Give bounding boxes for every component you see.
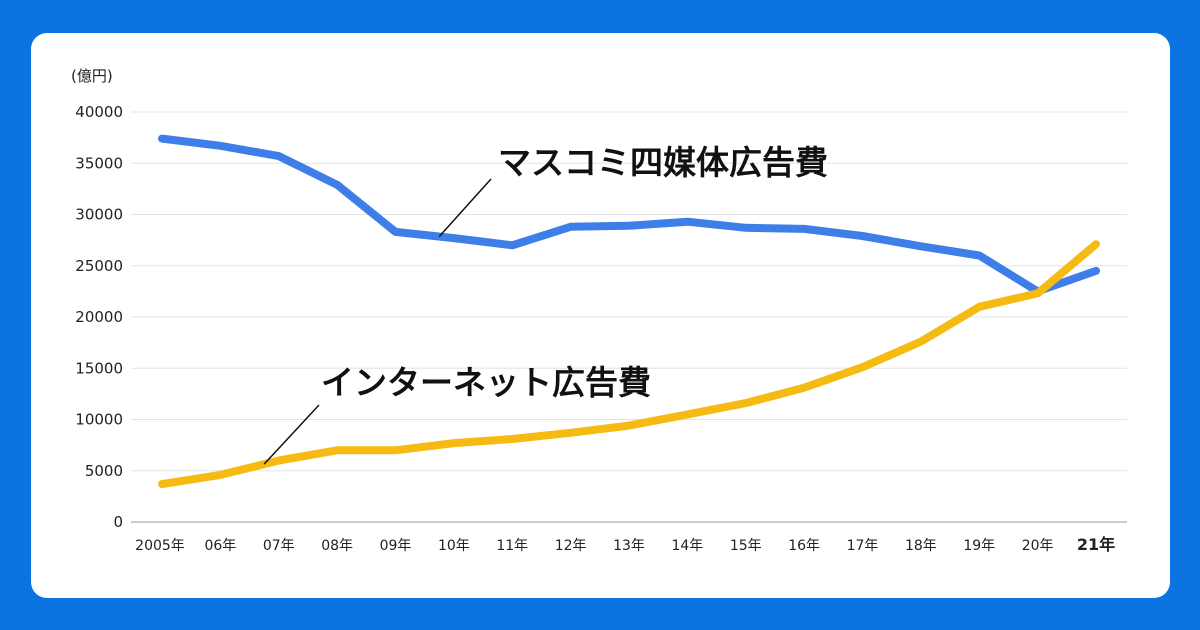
- series-lines: [158, 134, 1100, 489]
- callout-leader-line: [438, 178, 492, 238]
- y-tick-label: 25000: [75, 257, 123, 275]
- series-line-0: [158, 134, 1100, 296]
- chart-card: 0 5000 10000 15000 20000 25000 30000 35000 40000…: [31, 33, 1170, 598]
- x-tick-label: 20年: [1022, 538, 1054, 554]
- series-callout-label: マスコミ四媒体広告費: [498, 143, 828, 182]
- x-tick-label: 19年: [963, 538, 995, 554]
- y-axis-unit-label: (億円): [71, 67, 113, 85]
- x-tick-label: 18年: [905, 538, 937, 554]
- y-tick-label: 10000: [75, 411, 123, 429]
- x-tick-label: 12年: [555, 538, 587, 554]
- x-tick-label: 17年: [847, 538, 879, 554]
- x-tick-label: 21年: [1077, 535, 1115, 554]
- x-tick-label: 13年: [613, 538, 645, 554]
- x-tick-label: 09年: [380, 538, 412, 554]
- y-tick-label: 35000: [75, 154, 123, 172]
- grid-lines: [131, 111, 1127, 523]
- y-tick-label: 30000: [75, 206, 123, 224]
- y-tick-label: 40000: [75, 103, 123, 121]
- x-tick-label: 10年: [438, 538, 470, 554]
- x-tick-label: 07年: [263, 538, 295, 554]
- series-callout-label: インターネット広告費: [321, 363, 651, 402]
- x-axis-ticks: 2005年 06年 07年 08年 09年 10年 11年 12年 13年 14年 15年 16年 17…: [135, 535, 1115, 554]
- y-tick-label: 15000: [75, 359, 123, 377]
- x-tick-label: 2005年: [135, 538, 185, 554]
- y-tick-label: 20000: [75, 308, 123, 326]
- x-tick-label: 08年: [321, 538, 353, 554]
- line-chart: 0 5000 10000 15000 20000 25000 30000 35000 40000…: [71, 67, 1127, 554]
- x-tick-label: 15年: [730, 538, 762, 554]
- x-tick-label: 16年: [788, 538, 820, 554]
- x-tick-label: 06年: [204, 538, 236, 554]
- y-tick-label: 0: [113, 513, 123, 531]
- x-tick-label: 11年: [496, 538, 528, 554]
- series-line-1: [158, 240, 1100, 489]
- callout-leader-line: [263, 404, 320, 465]
- y-tick-label: 5000: [85, 462, 123, 480]
- y-axis-ticks: 0 5000 10000 15000 20000 25000 30000 35000 40000: [75, 103, 123, 531]
- x-tick-label: 14年: [671, 538, 703, 554]
